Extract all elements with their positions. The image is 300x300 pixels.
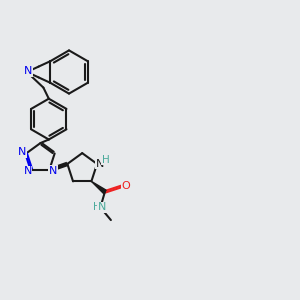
Text: H: H [102, 155, 109, 165]
Polygon shape [92, 182, 106, 194]
Text: N: N [23, 167, 32, 176]
Text: O: O [121, 181, 130, 191]
Text: N: N [96, 159, 104, 169]
Text: N: N [49, 166, 57, 176]
Text: N: N [98, 202, 106, 212]
Text: N: N [24, 66, 33, 76]
Text: H: H [93, 202, 101, 212]
Text: N: N [18, 147, 26, 157]
